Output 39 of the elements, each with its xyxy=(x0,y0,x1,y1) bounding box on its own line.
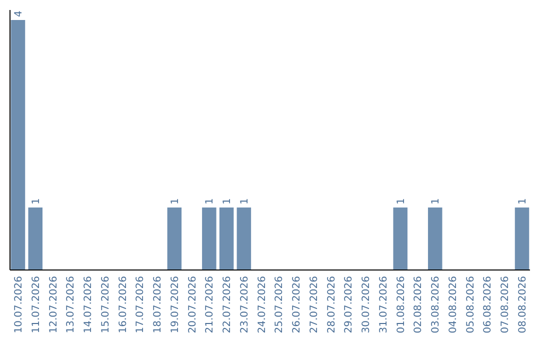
x-tick-label: 02.08.2026 xyxy=(413,276,424,334)
x-tick-label: 01.08.2026 xyxy=(396,276,407,334)
x-tick-label: 11.07.2026 xyxy=(30,276,42,334)
x-tick-label: 26.07.2026 xyxy=(292,276,303,334)
data-label: 1 xyxy=(430,198,442,204)
x-tick-label: 08.08.2026 xyxy=(518,276,529,334)
x-tick-label: 18.07.2026 xyxy=(152,276,164,334)
x-tick-label: 07.08.2026 xyxy=(500,276,512,334)
x-tick-label: 16.07.2026 xyxy=(118,276,129,334)
data-label: 1 xyxy=(222,198,234,204)
x-tick-label: 25.07.2026 xyxy=(274,276,286,334)
x-tick-label: 20.07.2026 xyxy=(187,276,198,334)
x-tick-label: 05.08.2026 xyxy=(465,276,476,334)
x-tick-label: 06.08.2026 xyxy=(482,276,494,334)
x-tick-label: 27.07.2026 xyxy=(308,276,320,334)
data-label: 1 xyxy=(518,198,529,204)
x-tick-label: 19.07.2026 xyxy=(170,276,181,334)
x-tick-label: 15.07.2026 xyxy=(100,276,112,334)
x-tick-label: 22.07.2026 xyxy=(222,276,234,334)
x-tick-label: 03.08.2026 xyxy=(430,276,442,334)
data-label: 1 xyxy=(30,198,42,204)
x-tick-label: 31.07.2026 xyxy=(378,276,390,334)
x-tick-label: 21.07.2026 xyxy=(204,276,216,334)
data-label: 1 xyxy=(396,198,407,204)
x-tick-label: 17.07.2026 xyxy=(135,276,146,334)
data-label: 1 xyxy=(170,198,181,204)
data-label: 1 xyxy=(239,198,250,204)
data-label: 4 xyxy=(13,10,24,17)
x-tick-label: 14.07.2026 xyxy=(83,276,94,334)
x-tick-label: 04.08.2026 xyxy=(448,276,459,334)
x-tick-label: 12.07.2026 xyxy=(48,276,60,334)
data-label: 1 xyxy=(204,198,216,204)
x-tick-label: 13.07.2026 xyxy=(66,276,77,334)
x-tick-label: 24.07.2026 xyxy=(256,276,268,334)
x-tick-label: 29.07.2026 xyxy=(344,276,355,334)
x-tick-label: 28.07.2026 xyxy=(326,276,338,334)
x-tick-label: 30.07.2026 xyxy=(361,276,372,334)
x-tick-label: 23.07.2026 xyxy=(239,276,250,334)
x-tick-label: 10.07.2026 xyxy=(13,276,24,334)
